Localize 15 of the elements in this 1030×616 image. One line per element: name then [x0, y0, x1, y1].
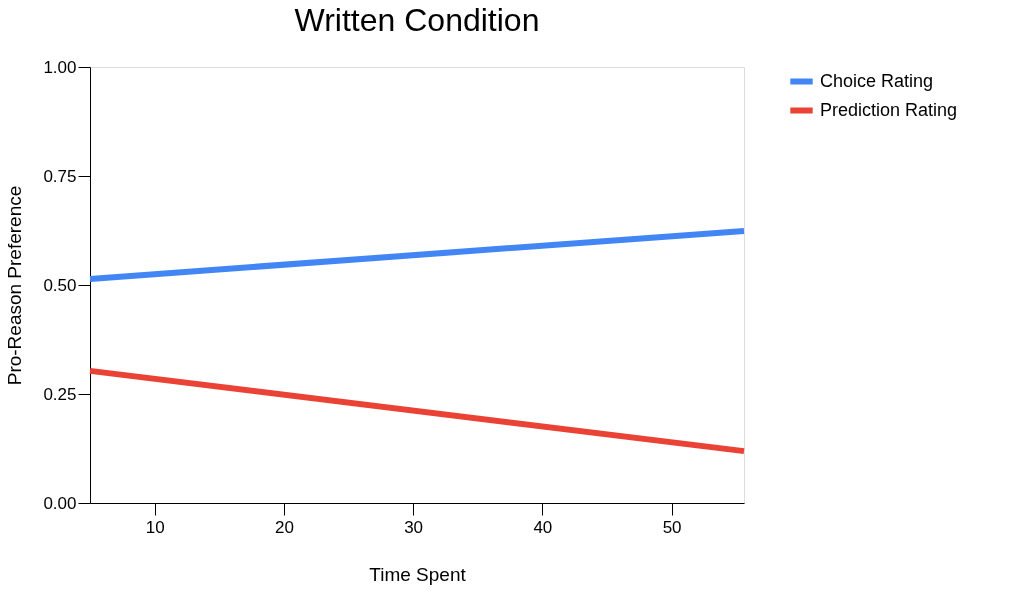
y-tick-label: 0.50	[43, 275, 77, 295]
x-tick-label: 50	[662, 517, 682, 537]
y-tick-label: 0.25	[43, 384, 77, 404]
y-tick-label: 1.00	[43, 57, 77, 77]
y-tick-label: 0.75	[43, 166, 77, 186]
x-tick-label: 30	[404, 517, 424, 537]
legend-label: Choice Rating	[820, 70, 934, 91]
y-axis-title: Pro-Reason Preference	[4, 185, 26, 386]
y-tick-label: 0.00	[43, 493, 77, 513]
x-tick-label: 10	[145, 517, 165, 537]
x-tick-label: 20	[274, 517, 294, 537]
x-axis-title: Time Spent	[369, 563, 467, 585]
x-tick-label: 40	[533, 517, 553, 537]
legend-label: Prediction Rating	[820, 99, 958, 120]
chart-title: Written Condition	[294, 2, 540, 38]
